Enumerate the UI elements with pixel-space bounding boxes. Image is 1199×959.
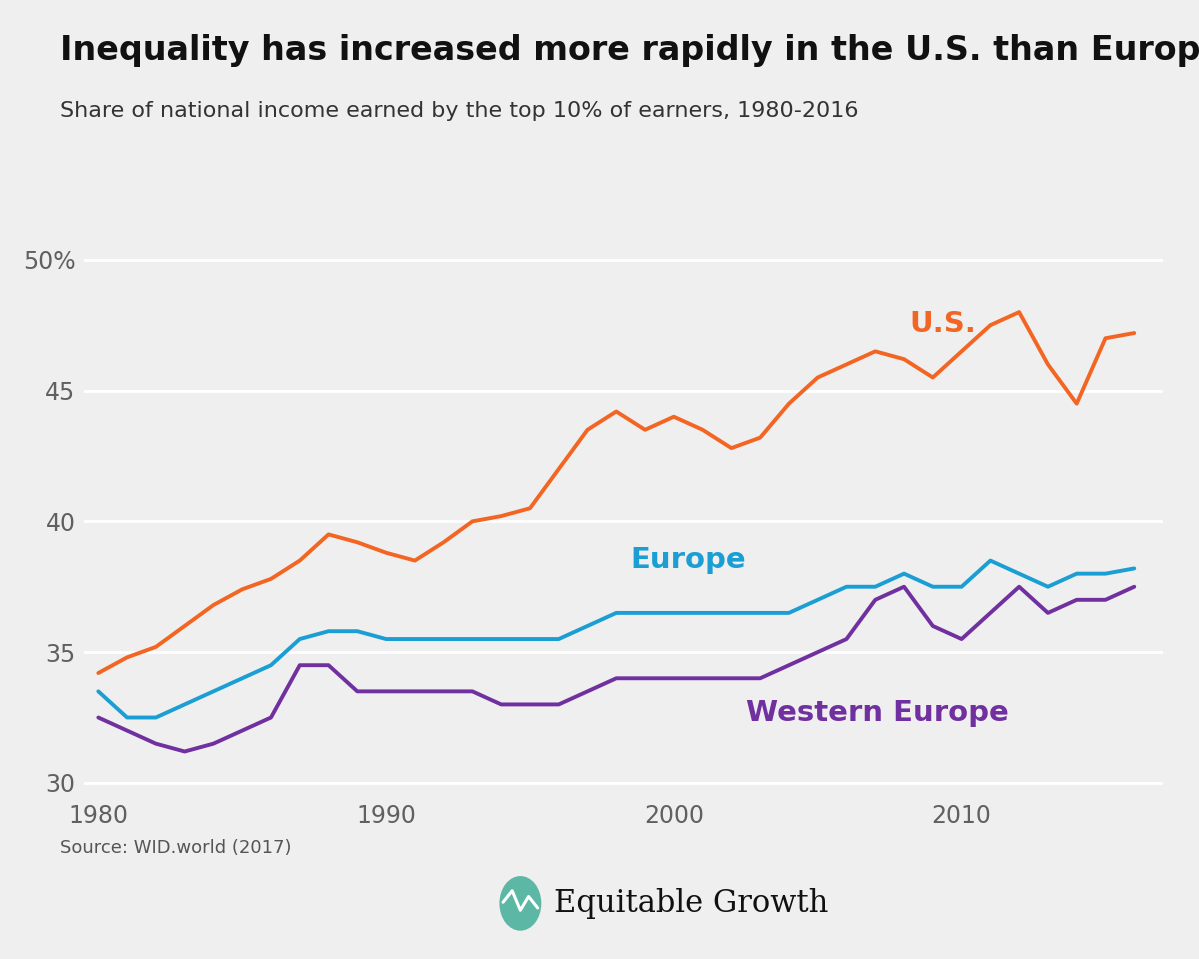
Text: U.S.: U.S.	[910, 311, 977, 339]
Text: Share of national income earned by the top 10% of earners, 1980-2016: Share of national income earned by the t…	[60, 101, 858, 121]
Text: Europe: Europe	[631, 546, 746, 573]
Text: Source: WID.world (2017): Source: WID.world (2017)	[60, 839, 291, 857]
Text: Inequality has increased more rapidly in the U.S. than Europe: Inequality has increased more rapidly in…	[60, 34, 1199, 66]
Text: Equitable Growth: Equitable Growth	[554, 888, 829, 919]
Ellipse shape	[500, 877, 541, 930]
Text: Western Europe: Western Europe	[746, 699, 1008, 727]
